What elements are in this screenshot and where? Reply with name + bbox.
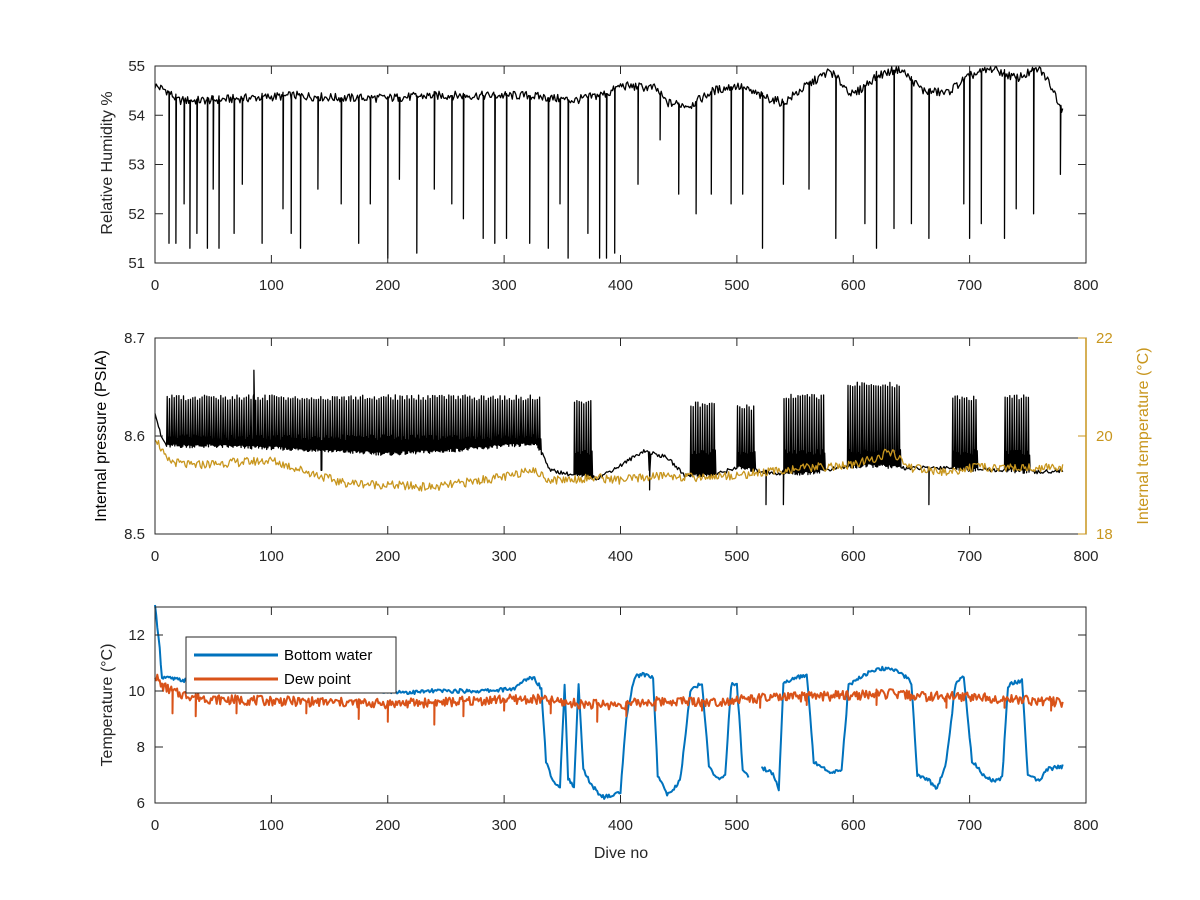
y-tick-label: 8.7 <box>124 330 145 347</box>
temperature-panel: 0 100 200 300 400 500 600 700 800 6 8 10 12 <box>128 604 1099 834</box>
x-tick-label: 0 <box>151 277 159 294</box>
x-tick-label: 100 <box>259 277 284 294</box>
pressure-temperature-panel: 0 100 200 300 400 500 600 700 800 8.5 8.6 8.7 18 20 22 <box>124 330 1113 565</box>
x-tick-label: 600 <box>841 277 866 294</box>
x-tick-label: 800 <box>1073 277 1098 294</box>
y-tick-label-right: 18 <box>1096 526 1113 543</box>
panel2-ylabel-right: Internal temperature (°C) <box>1135 347 1152 524</box>
x-tick-label: 300 <box>492 548 517 565</box>
series-2-1-line <box>154 673 1064 726</box>
x-tick-label: 400 <box>608 277 633 294</box>
x-tick-label: 300 <box>492 277 517 294</box>
x-tick-label: 800 <box>1073 817 1098 834</box>
y-tick-label: 12 <box>128 627 145 644</box>
figure-xlabel: Dive no <box>594 845 648 862</box>
y-tick-label: 52 <box>128 206 145 223</box>
x-tick-label: 800 <box>1073 548 1098 565</box>
y-tick-label: 8.5 <box>124 526 145 543</box>
y-tick-label: 55 <box>128 58 145 75</box>
legend-box <box>185 636 397 694</box>
x-tick-label: 700 <box>957 817 982 834</box>
x-tick-label: 700 <box>957 548 982 565</box>
x-tick-label: 200 <box>375 817 400 834</box>
legend: Bottom water Dew point <box>185 636 397 694</box>
x-tick-label: 300 <box>492 817 517 834</box>
y-tick-label: 8 <box>137 739 145 756</box>
series-0-0-line <box>154 66 1064 259</box>
x-tick-label: 0 <box>151 817 159 834</box>
panel1-ylabel: Relative Humidity % <box>99 91 116 234</box>
humidity-panel: 0 100 200 300 400 500 600 700 800 51 52 53 54 55 <box>128 58 1098 294</box>
legend-label-bottom-water: Bottom water <box>284 647 372 664</box>
panel3-ylabel: Temperature (°C) <box>99 644 116 767</box>
y-tick-label: 6 <box>137 795 145 812</box>
y-tick-label: 10 <box>128 683 145 700</box>
x-tick-label: 500 <box>724 277 749 294</box>
x-tick-label: 400 <box>608 548 633 565</box>
y-tick-label: 54 <box>128 107 145 124</box>
x-tick-label: 200 <box>375 277 400 294</box>
x-tick-label: 500 <box>724 817 749 834</box>
y-tick-label-right: 20 <box>1096 428 1113 445</box>
x-tick-label: 200 <box>375 548 400 565</box>
y-tick-label: 51 <box>128 255 145 272</box>
y-tick-label-right: 22 <box>1096 330 1113 347</box>
x-tick-label: 100 <box>259 548 284 565</box>
series-1-1-line <box>154 439 1064 492</box>
x-tick-label: 600 <box>841 817 866 834</box>
y-tick-label: 8.6 <box>124 428 145 445</box>
x-tick-label: 100 <box>259 817 284 834</box>
x-tick-label: 600 <box>841 548 866 565</box>
x-tick-label: 400 <box>608 817 633 834</box>
x-tick-label: 0 <box>151 548 159 565</box>
x-tick-label: 500 <box>724 548 749 565</box>
x-tick-label: 700 <box>957 277 982 294</box>
series-1-0-line <box>154 369 1064 506</box>
legend-label-dew-point: Dew point <box>284 671 352 688</box>
y-tick-label: 53 <box>128 157 145 174</box>
panel2-ylabel: Internal pressure (PSIA) <box>93 350 110 522</box>
